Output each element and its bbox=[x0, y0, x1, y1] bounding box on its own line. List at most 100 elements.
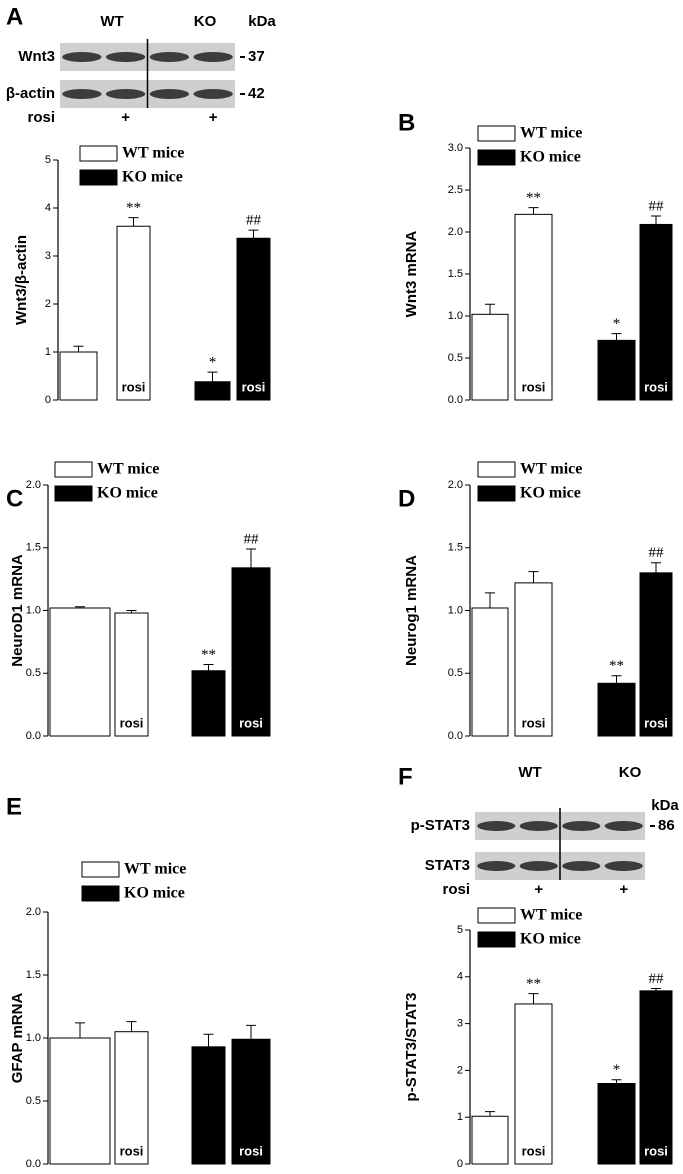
kda-label: 86 bbox=[658, 817, 675, 834]
bar-label: rosi bbox=[522, 715, 546, 730]
error-bar bbox=[203, 663, 214, 671]
y-tick-label: 0.0 bbox=[26, 730, 41, 742]
blot-band bbox=[149, 89, 190, 99]
bar bbox=[231, 1038, 271, 1165]
treatment-label: rosi bbox=[442, 881, 470, 898]
y-tick-label: 2 bbox=[457, 1064, 463, 1076]
bar bbox=[191, 670, 226, 737]
legend-label: WT mice bbox=[124, 861, 186, 878]
blot-band bbox=[519, 821, 558, 831]
y-tick-label: 0 bbox=[457, 1158, 463, 1170]
blot-band bbox=[105, 52, 146, 62]
bar bbox=[59, 351, 98, 401]
blot-band bbox=[604, 821, 643, 831]
bar bbox=[471, 313, 509, 401]
blot-unit: kDa bbox=[651, 797, 679, 814]
y-tick-label: 0.0 bbox=[448, 730, 463, 742]
bar-label: rosi bbox=[242, 379, 266, 394]
legend-label: KO mice bbox=[520, 485, 581, 502]
y-tick-label: 1.0 bbox=[26, 1032, 41, 1044]
significance: * bbox=[209, 355, 217, 371]
significance: ** bbox=[609, 658, 624, 674]
bar bbox=[597, 1083, 636, 1165]
error-bar bbox=[485, 303, 495, 315]
legend-swatch bbox=[477, 485, 516, 502]
blot-band bbox=[519, 861, 558, 871]
panel-letter: C bbox=[6, 485, 23, 512]
blot-unit: kDa bbox=[248, 13, 276, 30]
y-axis-label: Wnt3 mRNA bbox=[403, 231, 420, 318]
blot-band bbox=[604, 861, 643, 871]
error-bar bbox=[203, 1033, 214, 1047]
y-tick-label: 2 bbox=[45, 298, 51, 310]
legend-swatch bbox=[81, 861, 120, 878]
error-bar bbox=[528, 571, 539, 583]
error-bar bbox=[246, 548, 256, 568]
y-tick-label: 2.0 bbox=[448, 479, 463, 491]
bar bbox=[231, 567, 271, 737]
bar-label: rosi bbox=[239, 715, 263, 730]
treatment-mark: + bbox=[121, 109, 130, 126]
bar-label: rosi bbox=[120, 715, 144, 730]
legend-label: WT mice bbox=[520, 907, 582, 924]
y-axis-label: Wnt3/β-actin bbox=[13, 235, 30, 325]
panel-letter: A bbox=[6, 3, 23, 30]
blot-band bbox=[62, 89, 102, 99]
y-tick-label: 4 bbox=[45, 202, 51, 214]
bar-label: rosi bbox=[644, 379, 668, 394]
legend-swatch bbox=[81, 885, 120, 902]
y-tick-label: 0.5 bbox=[26, 667, 41, 679]
y-tick-label: 5 bbox=[45, 154, 51, 166]
bar bbox=[514, 582, 553, 737]
bar bbox=[49, 607, 111, 737]
bar bbox=[597, 682, 636, 737]
blot-row-label: Wnt3 bbox=[18, 48, 55, 65]
y-tick-label: 1.0 bbox=[448, 310, 463, 322]
y-tick-label: 1.0 bbox=[448, 604, 463, 616]
bar bbox=[514, 1003, 553, 1165]
error-bar bbox=[485, 592, 495, 608]
bar bbox=[114, 612, 149, 737]
y-tick-label: 1.5 bbox=[448, 268, 463, 280]
bar bbox=[514, 213, 553, 401]
significance: ## bbox=[649, 198, 665, 214]
panel-letter: D bbox=[398, 485, 415, 512]
blot-band bbox=[562, 821, 601, 831]
error-bar bbox=[528, 207, 539, 215]
error-bar bbox=[128, 217, 139, 227]
bar bbox=[114, 1031, 149, 1165]
blot-band bbox=[477, 821, 516, 831]
legend-label: WT mice bbox=[122, 145, 184, 162]
error-bar bbox=[207, 371, 218, 382]
legend-label: KO mice bbox=[124, 885, 185, 902]
blot-band bbox=[62, 52, 102, 62]
y-tick-label: 1.0 bbox=[26, 604, 41, 616]
y-axis-label: GFAP mRNA bbox=[9, 993, 26, 1084]
blot-group: WT bbox=[100, 13, 123, 30]
legend-swatch bbox=[79, 169, 118, 186]
significance: ** bbox=[126, 200, 141, 216]
blot-band bbox=[477, 861, 516, 871]
significance: * bbox=[613, 316, 621, 332]
legend-label: KO mice bbox=[122, 169, 183, 186]
bar bbox=[639, 572, 673, 737]
significance: ## bbox=[649, 545, 665, 561]
error-bar bbox=[248, 229, 259, 239]
legend-swatch bbox=[54, 461, 93, 478]
y-tick-label: 0.5 bbox=[448, 667, 463, 679]
panel-letter: F bbox=[398, 763, 413, 790]
y-tick-label: 1 bbox=[45, 346, 51, 358]
blot-row-label: STAT3 bbox=[425, 857, 470, 874]
legend-label: KO mice bbox=[520, 149, 581, 166]
bar-label: rosi bbox=[644, 715, 668, 730]
y-tick-label: 2.0 bbox=[26, 906, 41, 918]
bar-label: rosi bbox=[644, 1143, 668, 1158]
y-tick-label: 0.0 bbox=[448, 394, 463, 406]
kda-label: 42 bbox=[248, 85, 265, 102]
significance: ## bbox=[649, 971, 665, 987]
y-tick-label: 0.0 bbox=[26, 1158, 41, 1170]
bar bbox=[194, 381, 231, 401]
y-tick-label: 0.5 bbox=[26, 1095, 41, 1107]
legend-swatch bbox=[477, 907, 516, 924]
